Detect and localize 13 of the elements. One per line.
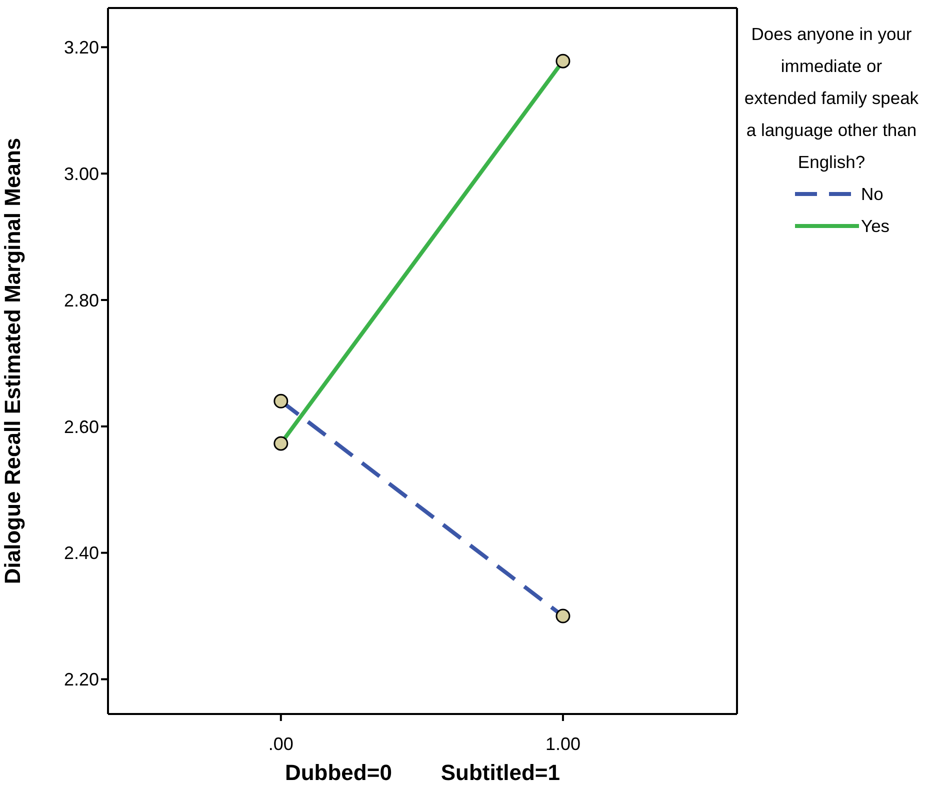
y-tick-label: 2.20 bbox=[64, 670, 99, 690]
y-tick-label: 2.60 bbox=[64, 416, 99, 437]
x-axis-title: Dubbed=0 Subtitled=1 bbox=[284, 760, 562, 786]
y-tick-label: 3.00 bbox=[64, 164, 99, 184]
y-tick-label: 2.40 bbox=[64, 543, 99, 564]
x-tick-label: 1.00 bbox=[545, 734, 580, 754]
legend-title: Does anyone in your immediate or extended family speak a language other than English? bbox=[743, 23, 920, 174]
y-tick-label: 3.20 bbox=[64, 38, 99, 58]
y-axis-title: Dialogue Recall Estimated Marginal Means bbox=[0, 138, 25, 584]
x-tick-label: .00 bbox=[268, 734, 294, 754]
legend-label: No bbox=[861, 184, 884, 204]
legend-label: Yes bbox=[861, 216, 890, 236]
y-tick-label: 2.80 bbox=[64, 290, 99, 310]
